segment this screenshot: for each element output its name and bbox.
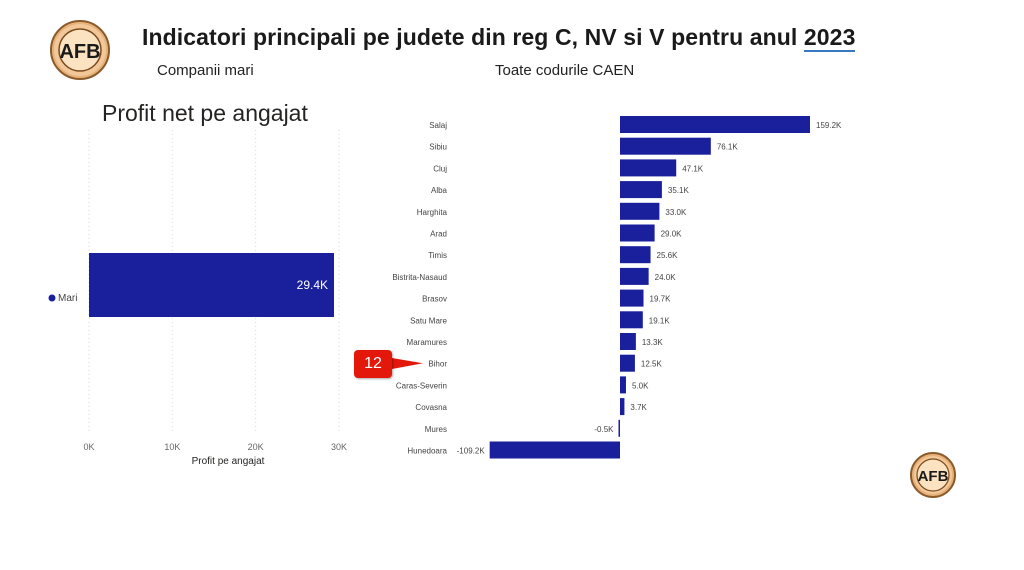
bar-data-label: 24.0K <box>655 273 677 282</box>
county-profit-chart: Salaj 159.2K Sibiu 76.1K Cluj 47.1K Alba 35.1K H… <box>392 116 842 459</box>
bar-data-label: -109.2K <box>457 447 486 456</box>
x-tick-label: 30K <box>331 442 347 452</box>
bar-data-label: 12.5K <box>641 360 663 369</box>
bar-data-label: 19.1K <box>649 316 671 325</box>
legend-label: Mari <box>58 293 77 304</box>
bar <box>489 441 620 459</box>
x-axis-title: Profit pe angajat <box>192 456 265 467</box>
title-year: 2023 <box>803 24 856 52</box>
category-label: Harghita <box>417 208 448 217</box>
bar <box>620 376 626 394</box>
left-chart-title: Profit net pe angajat <box>102 100 308 126</box>
bar <box>620 224 655 242</box>
category-label: Timis <box>428 251 447 260</box>
company-size-filter: Companii mari <box>157 62 254 79</box>
category-label: Sibiu <box>429 143 447 152</box>
category-label: Salaj <box>429 121 447 130</box>
bar-data-label: 76.1K <box>717 143 739 152</box>
x-tick-label: 20K <box>248 442 264 452</box>
category-label: Alba <box>431 186 448 195</box>
callout-badge: 12 <box>354 350 392 378</box>
bar <box>620 333 636 350</box>
x-tick-label: 0K <box>83 442 94 452</box>
bar-data-label: 25.6K <box>657 251 679 260</box>
bar <box>620 116 810 133</box>
logo-lettering: AFB <box>59 41 100 63</box>
category-label: Hunedoara <box>407 447 447 456</box>
profit-per-employee-chart: 0K 10K 20K 30K Profit pe angajat 29.4K Mari <box>48 130 347 467</box>
caen-filter: Toate codurile CAEN <box>495 62 635 79</box>
bar <box>89 253 334 317</box>
bar-data-label: 33.0K <box>665 208 687 217</box>
bar <box>620 398 625 416</box>
bar <box>620 311 643 329</box>
page-title: Indicatori principali pe judete din reg … <box>142 24 856 52</box>
legend-marker <box>48 294 56 302</box>
bar <box>620 354 635 372</box>
bar-data-label: 5.0K <box>632 381 649 390</box>
bar <box>620 181 662 199</box>
bar <box>620 289 644 307</box>
bar-data-label: 19.7K <box>650 295 672 304</box>
bar <box>620 267 649 285</box>
category-label: Satu Mare <box>410 316 447 325</box>
category-label: Maramures <box>407 338 447 347</box>
bar <box>620 137 711 155</box>
category-label: Cluj <box>433 164 447 173</box>
bar-data-label: 29.0K <box>661 230 683 239</box>
category-label: Covasna <box>415 403 447 412</box>
logo-small-lettering: AFB <box>918 468 949 485</box>
category-label: Brasov <box>422 295 447 304</box>
bar-data-label: -0.5K <box>594 425 614 434</box>
afb-logo-small: AFB <box>910 452 956 498</box>
afb-logo: AFB <box>50 20 110 80</box>
bar-data-label: 35.1K <box>668 186 690 195</box>
afb-logo-small-icon: AFB <box>916 458 950 492</box>
bar-data-label: 159.2K <box>816 121 842 130</box>
category-label: Mures <box>425 425 447 434</box>
bar-data-label: 3.7K <box>630 403 647 412</box>
callout-pointer <box>392 358 423 369</box>
category-label: Caras-Severin <box>396 381 447 390</box>
bar <box>618 419 620 437</box>
bar <box>620 159 677 177</box>
bar-data-label: 47.1K <box>682 164 704 173</box>
bar-data-label: 13.3K <box>642 338 664 347</box>
title-text: Indicatori principali pe judete din reg … <box>142 24 804 50</box>
category-label: Arad <box>430 230 447 239</box>
afb-logo-icon: AFB <box>58 28 102 72</box>
category-label: Bihor <box>428 360 447 369</box>
bar-data-label: 29.4K <box>297 278 328 292</box>
x-tick-label: 10K <box>164 442 180 452</box>
bar <box>620 246 651 264</box>
bar <box>620 202 660 220</box>
category-label: Bistrita-Nasaud <box>392 273 447 282</box>
